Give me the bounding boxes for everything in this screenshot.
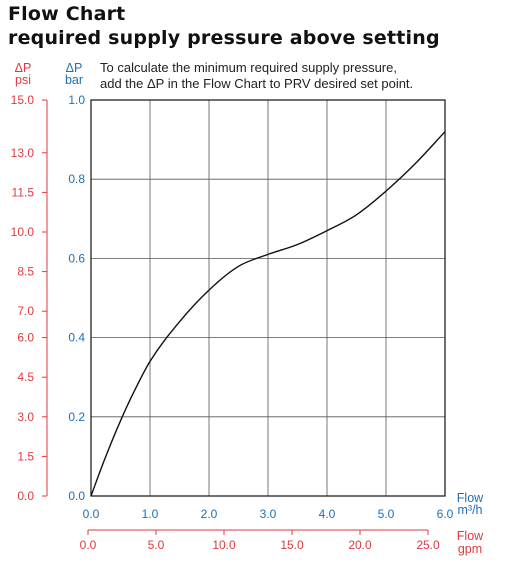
y-tick-label: 0.0 xyxy=(68,489,85,503)
x-tick-label: 6.0 xyxy=(437,507,454,521)
axes: 0.0 1.0 2.0 3.0 4.0 5.0 6.0 0.0 0.2 0.4 0.6 0.8 1.0 0… xyxy=(11,93,454,552)
x-tick-label: 1.0 xyxy=(142,507,159,521)
y-tick-label: 0.6 xyxy=(68,251,85,265)
y-secondary-tick-label: 8.5 xyxy=(17,265,34,279)
y-secondary-label-unit: psi xyxy=(15,73,31,87)
y-secondary-tick-label: 15.0 xyxy=(11,93,35,107)
x-tick-label: 5.0 xyxy=(378,507,395,521)
y-secondary-tick-label: 0.0 xyxy=(17,489,34,503)
x-primary-label-unit: m³/h xyxy=(458,503,483,517)
series-layer xyxy=(90,131,446,497)
y-primary-label-unit: bar xyxy=(65,73,83,87)
x-secondary-label-unit: gpm xyxy=(458,542,482,556)
x-secondary-label-flow: Flow xyxy=(457,529,484,543)
grid xyxy=(91,100,445,496)
chart-title: Flow Chart xyxy=(8,3,126,25)
y-tick-label: 0.2 xyxy=(68,410,85,424)
y-secondary-tick-label: 3.0 xyxy=(17,410,34,424)
x-secondary-tick-label: 5.0 xyxy=(148,538,165,552)
annotation-line-2: add the ΔP in the Flow Chart to PRV desi… xyxy=(100,76,413,91)
x-primary-label-flow: Flow xyxy=(457,491,484,505)
x-secondary-tick-label: 25.0 xyxy=(416,538,440,552)
flow-curve xyxy=(90,131,446,497)
y-secondary-tick-label: 10.0 xyxy=(11,225,35,239)
x-secondary-tick-label: 0.0 xyxy=(80,538,97,552)
x-tick-label: 3.0 xyxy=(260,507,277,521)
x-secondary-tick-label: 15.0 xyxy=(280,538,304,552)
x-secondary-tick-label: 10.0 xyxy=(212,538,236,552)
y-secondary-tick-label: 7.0 xyxy=(17,304,34,318)
axis-labels: ΔP bar ΔP psi Flow m³/h Flow gpm To calc… xyxy=(15,60,485,556)
chart-subtitle: required supply pressure above setting xyxy=(8,27,440,49)
y-tick-label: 1.0 xyxy=(68,93,85,107)
y-secondary-tick-label: 1.5 xyxy=(17,449,34,463)
y-secondary-tick-label: 4.5 xyxy=(17,370,34,384)
x-tick-label: 0.0 xyxy=(83,507,100,521)
y-secondary-tick-label: 6.0 xyxy=(17,331,34,345)
y-secondary-tick-label: 11.5 xyxy=(12,185,35,199)
annotation-line-1: To calculate the minimum required supply… xyxy=(100,60,397,75)
y-secondary-label-delta: ΔP xyxy=(15,61,32,75)
y-primary-label-delta: ΔP xyxy=(66,61,83,75)
x-tick-label: 2.0 xyxy=(201,507,218,521)
y-tick-label: 0.8 xyxy=(68,172,85,186)
x-tick-label: 4.0 xyxy=(319,507,336,521)
y-tick-label: 0.4 xyxy=(68,331,85,345)
x-secondary-tick-label: 20.0 xyxy=(348,538,372,552)
plot-frame xyxy=(90,99,446,497)
y-secondary-tick-label: 13.0 xyxy=(11,146,35,160)
